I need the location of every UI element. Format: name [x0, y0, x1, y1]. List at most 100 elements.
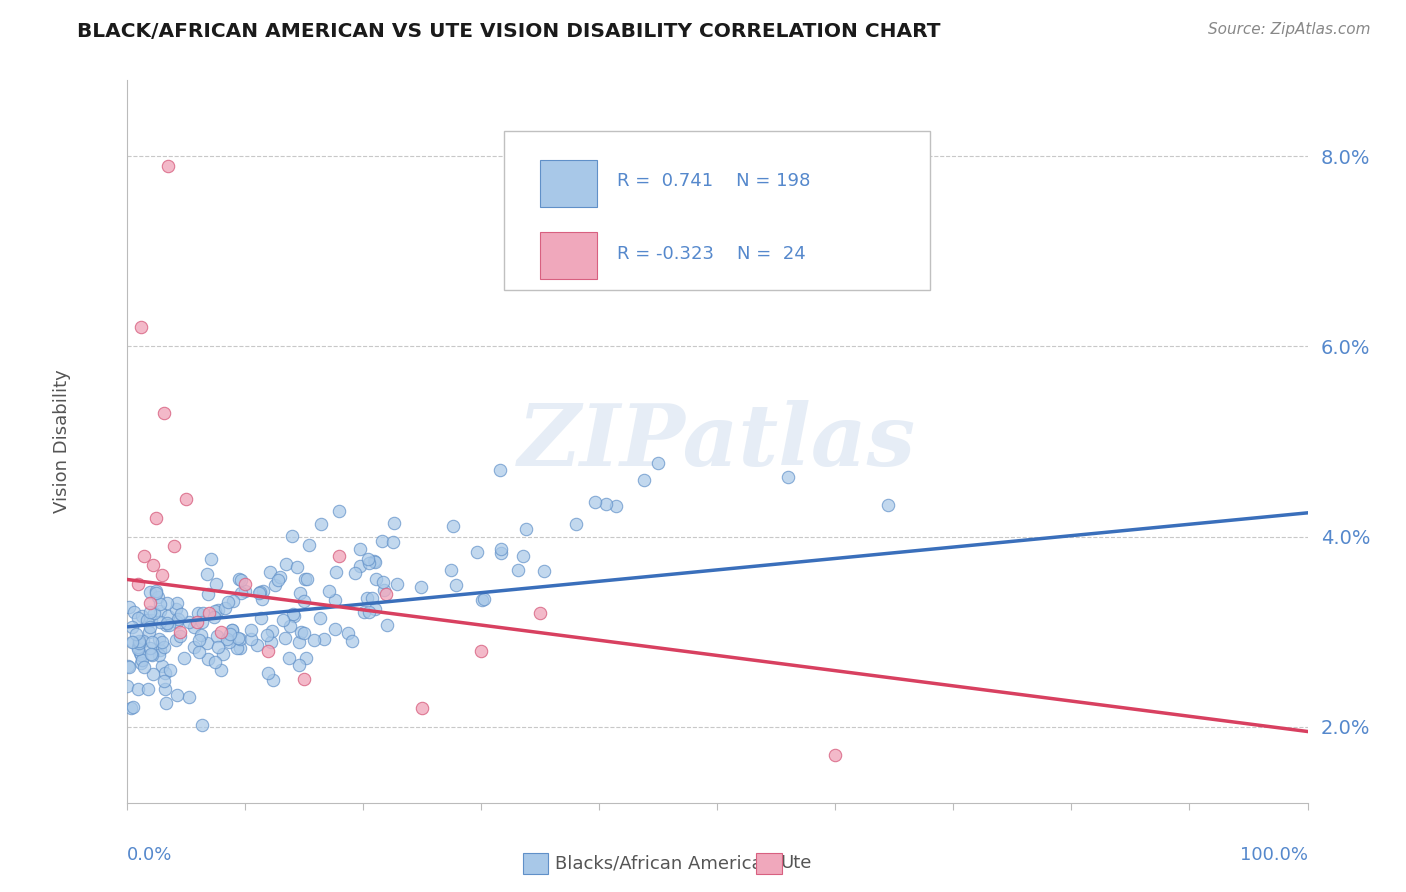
- Point: [139, 620, 162, 634]
- Point: [122, 635, 145, 649]
- Point: [249, 586, 271, 600]
- Point: [127, 640, 149, 654]
- Point: [260, 635, 283, 649]
- Point: [231, 573, 253, 587]
- Point: [204, 576, 226, 591]
- Point: [214, 601, 236, 615]
- Point: [215, 632, 238, 647]
- Point: [148, 648, 170, 662]
- Point: [183, 620, 205, 634]
- Point: [149, 604, 172, 618]
- Point: [583, 495, 606, 509]
- Point: [129, 648, 152, 663]
- Point: [409, 580, 432, 594]
- Point: [533, 564, 555, 578]
- Point: [173, 651, 195, 665]
- Point: [150, 634, 173, 648]
- Point: [153, 682, 176, 697]
- Point: [166, 615, 188, 629]
- Point: [190, 718, 212, 732]
- Point: [256, 627, 278, 641]
- Point: [340, 634, 363, 648]
- Point: [491, 546, 513, 560]
- Point: [488, 463, 510, 477]
- Point: [156, 159, 179, 173]
- Point: [125, 627, 148, 641]
- Point: [169, 624, 191, 639]
- Point: [371, 534, 394, 549]
- Point: [364, 602, 387, 616]
- FancyBboxPatch shape: [540, 160, 596, 207]
- Point: [357, 557, 380, 571]
- Point: [145, 510, 167, 524]
- Point: [359, 605, 381, 619]
- Point: [228, 572, 250, 586]
- Point: [472, 591, 495, 606]
- Point: [183, 640, 205, 654]
- Point: [564, 516, 586, 531]
- Point: [824, 748, 846, 763]
- Point: [142, 606, 165, 620]
- Point: [191, 606, 214, 620]
- Point: [233, 583, 256, 598]
- Point: [153, 674, 176, 689]
- Point: [195, 636, 218, 650]
- Point: [349, 558, 371, 573]
- Point: [356, 591, 378, 606]
- Point: [273, 631, 295, 645]
- Text: R = -0.323    N =  24: R = -0.323 N = 24: [617, 244, 806, 262]
- Point: [363, 554, 385, 568]
- Point: [249, 585, 271, 599]
- Point: [325, 565, 347, 579]
- Point: [177, 690, 200, 704]
- Point: [278, 618, 301, 632]
- Text: Source: ZipAtlas.com: Source: ZipAtlas.com: [1208, 22, 1371, 37]
- Point: [139, 605, 162, 619]
- Point: [312, 632, 335, 646]
- Point: [269, 570, 291, 584]
- Point: [512, 549, 534, 564]
- Text: 100.0%: 100.0%: [1240, 847, 1308, 864]
- Point: [191, 615, 214, 629]
- Point: [135, 613, 157, 627]
- Point: [150, 659, 173, 673]
- Point: [444, 578, 467, 592]
- Point: [250, 611, 273, 625]
- Point: [239, 623, 262, 637]
- Point: [283, 608, 305, 623]
- Point: [149, 643, 172, 657]
- Point: [117, 679, 139, 693]
- Point: [260, 624, 283, 639]
- Point: [165, 601, 187, 615]
- Point: [169, 629, 191, 643]
- Point: [239, 632, 262, 647]
- Point: [117, 659, 139, 673]
- Point: [336, 625, 359, 640]
- Point: [139, 596, 162, 610]
- Point: [127, 577, 149, 591]
- Point: [139, 647, 162, 661]
- Point: [190, 628, 212, 642]
- Point: [209, 624, 232, 639]
- Point: [263, 578, 285, 592]
- Point: [139, 640, 162, 655]
- Point: [441, 518, 464, 533]
- Point: [159, 664, 181, 678]
- Point: [323, 623, 346, 637]
- Point: [150, 567, 173, 582]
- Point: [156, 616, 179, 631]
- Point: [778, 469, 800, 483]
- Point: [141, 635, 163, 649]
- Point: [226, 641, 249, 656]
- Point: [252, 584, 274, 599]
- Point: [221, 623, 243, 637]
- Point: [177, 615, 200, 630]
- Point: [250, 592, 273, 607]
- Point: [141, 613, 163, 627]
- Point: [259, 565, 281, 579]
- Point: [156, 596, 179, 610]
- Point: [141, 667, 163, 681]
- Point: [167, 612, 190, 626]
- Point: [294, 573, 316, 587]
- Point: [128, 636, 150, 650]
